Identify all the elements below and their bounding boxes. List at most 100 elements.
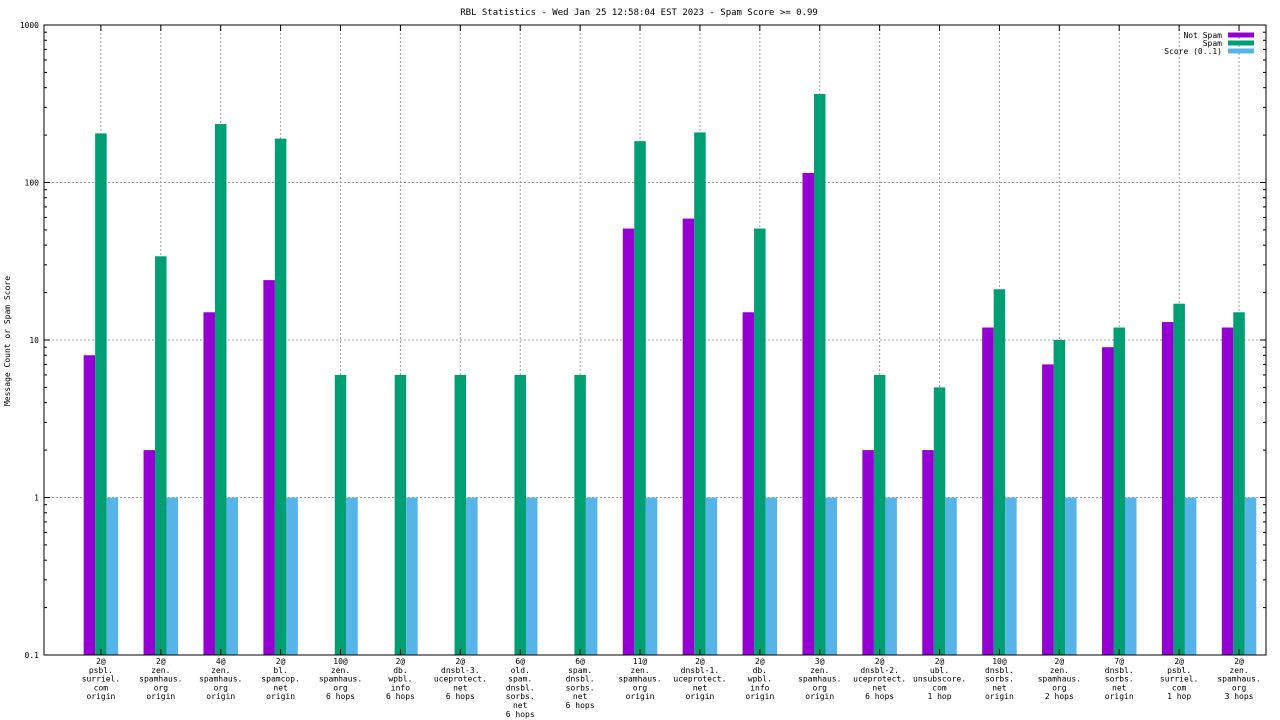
bar-score-0-1 bbox=[1065, 497, 1077, 655]
bar-not-spam bbox=[742, 312, 755, 655]
x-tick-label: 2@ ubl. unsubscore. com 1 hop bbox=[913, 657, 966, 701]
x-tick-label-line: net bbox=[573, 692, 588, 701]
x-tick-label-line: origin bbox=[985, 692, 1014, 701]
bar-spam bbox=[514, 374, 526, 655]
bar-not-spam bbox=[263, 280, 275, 655]
x-tick-label-line: spamhaus. bbox=[139, 675, 182, 684]
bar-not-spam bbox=[682, 218, 695, 655]
x-tick-label-line: 6 hops bbox=[865, 692, 894, 701]
legend-label: Score (0..1) bbox=[1164, 47, 1222, 56]
x-tick-label-line: wpbl. bbox=[748, 675, 772, 684]
x-tick-label-line: info bbox=[391, 683, 410, 692]
x-tick-label-line: spamhaus. bbox=[319, 675, 362, 684]
x-tick-label: 11@ zen. spamhaus. org origin bbox=[618, 657, 661, 701]
x-tick-label: 2@ bl. spamcop. net origin bbox=[261, 657, 300, 701]
x-tick-label-line: 6 hops bbox=[566, 701, 595, 710]
x-tick-label-line: origin bbox=[86, 692, 115, 701]
x-tick-label-line: 6 hops bbox=[446, 692, 475, 701]
y-tick-label: 1000 bbox=[20, 21, 39, 30]
x-tick-label-line: origin bbox=[685, 692, 714, 701]
x-tick-label-line: 2@ bbox=[276, 657, 286, 666]
bar-score-0-1 bbox=[1244, 497, 1257, 655]
x-tick-label-line: uceprotect. bbox=[853, 675, 906, 684]
x-tick-label-line: net bbox=[872, 683, 887, 692]
x-tick-label: 2@ zen. spamhaus. org 3 hops bbox=[1217, 657, 1260, 701]
x-tick-label-line: net bbox=[1112, 683, 1127, 692]
bar-score-0-1 bbox=[286, 497, 298, 655]
x-tick-label-line: origin bbox=[626, 692, 655, 701]
x-tick-label: 10@ zen. spamhaus. org 6 hops bbox=[319, 657, 362, 701]
x-tick-label-line: 2@ bbox=[96, 657, 106, 666]
x-tick-label-line: 2@ bbox=[755, 657, 765, 666]
x-tick-label: 7@ dnsbl. sorbs. net origin bbox=[1105, 657, 1134, 701]
x-tick-label-line: 6 hops bbox=[386, 692, 415, 701]
x-tick-label-line: spamhaus. bbox=[798, 675, 841, 684]
x-tick-label-line: surriel. bbox=[1160, 675, 1199, 684]
x-tick-label-line: net bbox=[273, 683, 288, 692]
x-tick-label-line: 2@ bbox=[875, 657, 885, 666]
x-tick-label-line: dnsbl. bbox=[506, 683, 535, 692]
x-tick-label-line: 6 hops bbox=[506, 710, 535, 719]
bar-score-0-1 bbox=[705, 497, 718, 655]
bar-spam bbox=[1053, 340, 1066, 655]
chart-title: RBL Statistics - Wed Jan 25 12:58:04 EST… bbox=[460, 8, 818, 18]
x-tick-label-line: 2@ bbox=[455, 657, 465, 666]
legend-label: Not Spam bbox=[1183, 31, 1222, 40]
bar-spam bbox=[694, 132, 706, 655]
x-tick-label-line: net bbox=[992, 683, 1007, 692]
y-tick-label: 0.1 bbox=[25, 651, 40, 660]
x-tick-label-line: zen. bbox=[1229, 666, 1248, 675]
x-tick-label-line: 10@ bbox=[992, 657, 1007, 666]
x-tick-label-line: psbl. bbox=[1167, 666, 1191, 675]
bar-score-0-1 bbox=[1124, 497, 1137, 655]
x-tick-label-line: spam. bbox=[508, 675, 532, 684]
x-tick-label-line: spamcop. bbox=[261, 675, 300, 684]
x-tick-label-line: origin bbox=[266, 692, 295, 701]
x-tick-label-line: db. bbox=[753, 666, 767, 675]
y-axis-label: Message Count or Spam Score bbox=[3, 276, 12, 406]
x-tick-label-line: psbl. bbox=[89, 666, 113, 675]
x-tick-label-line: net bbox=[513, 701, 528, 710]
bar-score-0-1 bbox=[346, 497, 358, 655]
x-tick-label-line: origin bbox=[206, 692, 235, 701]
x-tick-label-line: spamhaus. bbox=[1217, 675, 1260, 684]
x-tick-label-line: db. bbox=[393, 666, 407, 675]
bar-not-spam bbox=[1042, 364, 1054, 655]
bar-score-0-1 bbox=[825, 497, 837, 655]
bar-spam bbox=[1233, 312, 1245, 655]
x-tick-label-line: surriel. bbox=[82, 675, 121, 684]
x-tick-label-line: 6@ bbox=[515, 657, 525, 666]
x-tick-label: 2@ dnsbl-1. uceprotect. net origin bbox=[673, 657, 726, 701]
x-tick-label-line: 2@ bbox=[1055, 657, 1065, 666]
x-tick-label-line: zen. bbox=[151, 666, 170, 675]
axis-ticks: 0.1 1 10 100 1000 bbox=[20, 21, 1266, 660]
x-tick-label-line: zen. bbox=[331, 666, 350, 675]
y-tick-label: 100 bbox=[25, 179, 40, 188]
bar-spam bbox=[95, 133, 107, 655]
bar-score-0-1 bbox=[945, 497, 957, 655]
x-tick-label-line: wpbl. bbox=[388, 675, 412, 684]
x-tick-label-line: 2@ bbox=[695, 657, 705, 666]
y-tick-label: 10 bbox=[29, 336, 39, 345]
bar-score-0-1 bbox=[466, 497, 478, 655]
x-tick-label-line: com bbox=[94, 683, 109, 692]
x-tick-label-line: 10@ bbox=[333, 657, 348, 666]
x-tick-label-line: origin bbox=[745, 692, 774, 701]
x-tick-label-line: dnsbl. bbox=[985, 666, 1014, 675]
x-tick-label-line: dnsbl. bbox=[566, 675, 595, 684]
x-tick-label: 3@ zen. spamhaus. org origin bbox=[798, 657, 841, 701]
bar-spam bbox=[274, 138, 287, 655]
x-tick-label-line: ubl. bbox=[930, 666, 949, 675]
x-tick-label: 10@ dnsbl. sorbs. net origin bbox=[985, 657, 1014, 701]
x-tick-label-line: 2 hops bbox=[1045, 692, 1074, 701]
x-tick-label-line: org bbox=[333, 683, 348, 692]
x-tick-label-line: origin bbox=[146, 692, 175, 701]
x-tick-label-line: 2@ bbox=[935, 657, 945, 666]
x-tick-label-line: org bbox=[813, 683, 828, 692]
x-tick-label-line: org bbox=[154, 683, 169, 692]
x-tick-label: 2@ zen. spamhaus. org origin bbox=[139, 657, 182, 701]
x-tick-label: 6@ old. spam. dnsbl. sorbs. net 6 hops bbox=[506, 657, 535, 719]
legend-swatch bbox=[1228, 32, 1254, 38]
bar-not-spam bbox=[622, 228, 635, 656]
